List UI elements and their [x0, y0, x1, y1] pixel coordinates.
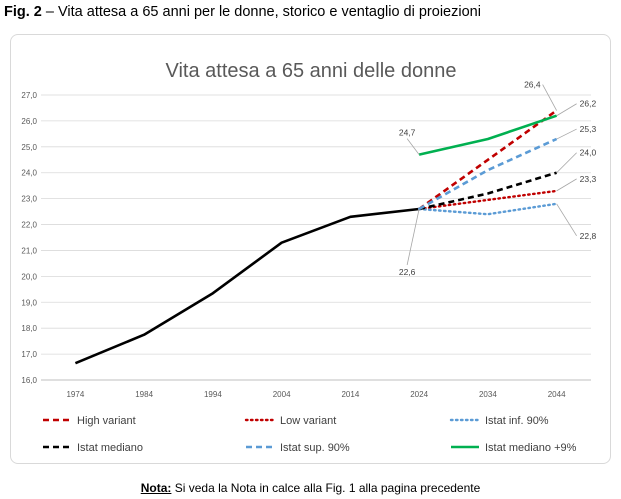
figure-number: Fig. 2 — [4, 4, 42, 20]
x-tick-label: 2044 — [548, 390, 566, 399]
footnote-text: Si veda la Nota in calce alla Fig. 1 all… — [171, 481, 481, 495]
y-tick-label: 26,0 — [21, 117, 37, 126]
data-label: 24,7 — [399, 128, 416, 138]
chart-frame: 16,0 17,0 18,0 19,0 20,0 21,0 22,0 23,0 24,0 25,0… — [10, 34, 611, 464]
label-leader-line — [556, 152, 577, 174]
series-line-historic — [74, 207, 420, 365]
data-label: 23,3 — [580, 174, 597, 184]
data-label: 25,3 — [580, 124, 597, 134]
data-labels: 26,4 26,2 25,3 24,0 23,3 22,8 24,7 22,6 — [399, 80, 597, 277]
series-lines — [74, 109, 558, 365]
data-label: 22,8 — [580, 231, 597, 241]
series-line-median9 — [418, 114, 558, 156]
label-leader-line — [556, 128, 577, 140]
gridlines — [41, 94, 591, 355]
footnote-label: Nota: — [140, 481, 172, 495]
chart-title: Vita attesa a 65 anni delle donne — [166, 60, 457, 82]
axes: 16,0 17,0 18,0 19,0 20,0 21,0 22,0 23,0 24,0 25,0… — [21, 91, 591, 399]
x-tick-label: 2004 — [273, 390, 291, 399]
y-tick-label: 24,0 — [21, 169, 37, 178]
x-tick-label: 1984 — [135, 390, 153, 399]
y-tick-label: 16,0 — [21, 376, 37, 385]
footnote: Nota: Si veda la Nota in calce alla Fig.… — [0, 481, 621, 495]
label-leader-line — [406, 208, 420, 266]
data-label: 26,2 — [580, 99, 597, 109]
legend-label-median9: Istat mediano +9% — [485, 442, 577, 454]
legend-label-low: Low variant — [280, 415, 336, 427]
x-tick-label: 1994 — [204, 390, 222, 399]
series-line-inf90 — [417, 202, 558, 216]
y-tick-label: 22,0 — [21, 221, 37, 230]
legend-label-median: Istat mediano — [77, 442, 143, 454]
label-leader-line — [556, 203, 577, 237]
x-tick-label: 2034 — [479, 390, 497, 399]
y-tick-label: 21,0 — [21, 246, 37, 255]
legend-label-inf90: Istat inf. 90% — [485, 415, 549, 427]
label-leader-line — [556, 178, 577, 192]
series-line-low — [417, 189, 558, 211]
label-leader-line — [542, 84, 557, 111]
y-tick-label: 19,0 — [21, 298, 37, 307]
figure-caption: Fig. 2 – Vita attesa a 65 anni per le do… — [4, 4, 481, 20]
series-line-high — [418, 109, 558, 211]
data-label: 22,6 — [399, 267, 416, 277]
figure-caption-text: – Vita attesa a 65 anni per le donne, st… — [41, 4, 481, 20]
x-tick-label: 1974 — [66, 390, 84, 399]
data-label: 24,0 — [580, 148, 597, 158]
y-tick-label: 27,0 — [21, 91, 37, 100]
x-tick-label: 2014 — [341, 390, 359, 399]
y-tick-label: 18,0 — [21, 324, 37, 333]
label-leader-line — [556, 103, 577, 117]
y-tick-label: 25,0 — [21, 143, 37, 152]
chart-svg: 16,0 17,0 18,0 19,0 20,0 21,0 22,0 23,0 24,0 25,0… — [21, 60, 597, 454]
label-leader-line — [406, 138, 420, 155]
legend: High variant Low variant Istat inf. 90% Ist… — [43, 415, 577, 454]
y-tick-label: 17,0 — [21, 350, 37, 359]
y-tick-label: 23,0 — [21, 195, 37, 204]
y-tick-label: 20,0 — [21, 272, 37, 281]
legend-label-sup90: Istat sup. 90% — [280, 442, 350, 454]
data-label: 26,4 — [524, 80, 541, 90]
x-tick-label: 2024 — [410, 390, 428, 399]
legend-label-high: High variant — [77, 415, 136, 427]
series-line-median — [418, 171, 557, 211]
